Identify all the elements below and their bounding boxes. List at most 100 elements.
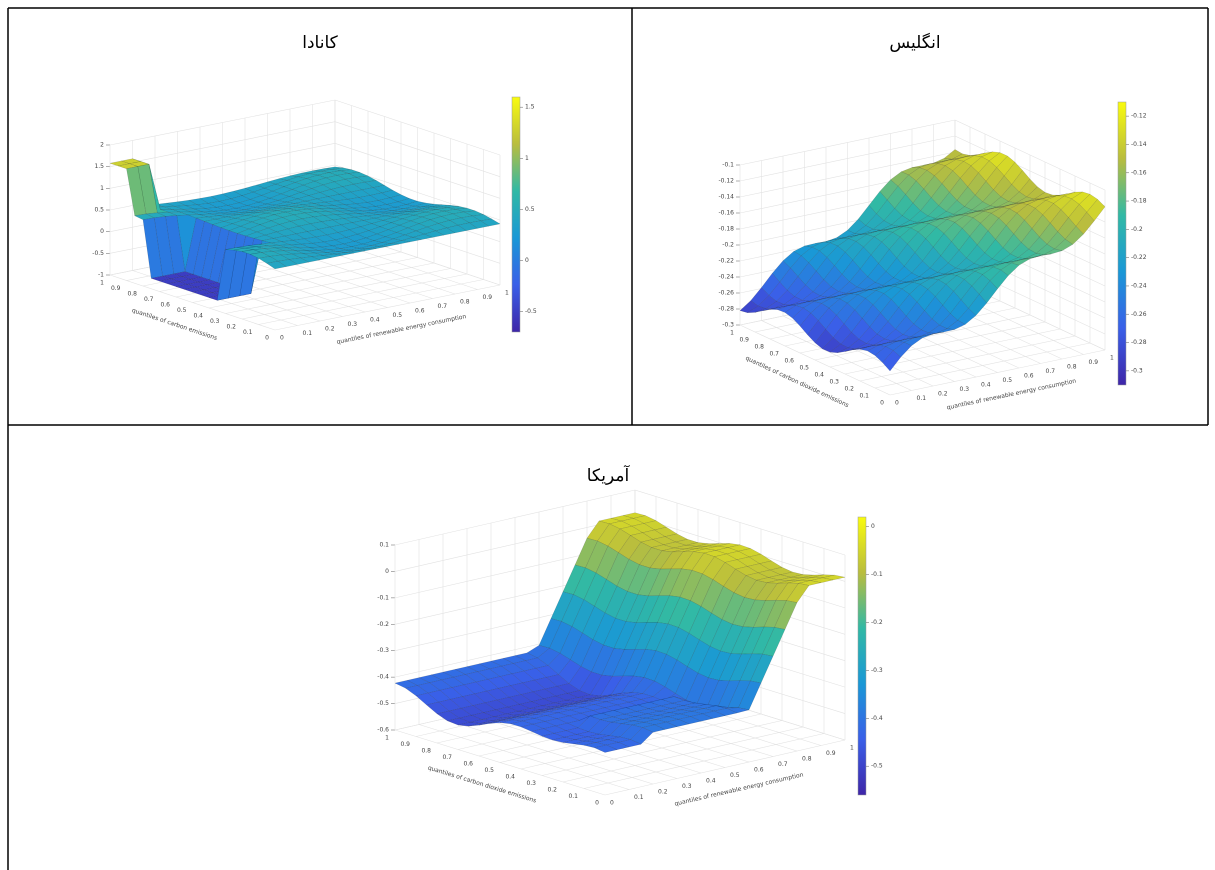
- cell-title: آمریکا: [587, 464, 631, 486]
- surface-patch: [1057, 217, 1077, 240]
- x-tick-label: 1: [385, 735, 389, 742]
- surface-patch: [1049, 209, 1069, 233]
- grid-line: [418, 724, 630, 790]
- z-tick-label: -0.2: [722, 242, 734, 249]
- surface-patch: [242, 216, 264, 223]
- z-tick-label: 1.5: [94, 163, 104, 170]
- y-tick-label: 1: [505, 290, 509, 297]
- x-tick-label: 0.8: [754, 344, 764, 351]
- surface-patch: [914, 333, 934, 339]
- y-tick-label: 0.1: [303, 330, 313, 337]
- colorbar-tick-label: 0.5: [525, 206, 535, 213]
- colorbar-tick-label: -0.28: [1131, 339, 1147, 346]
- surface-patch: [275, 247, 296, 251]
- colorbar: [1117, 101, 1127, 386]
- x-tick-label: 0.6: [784, 358, 794, 365]
- surface-patch: [251, 217, 272, 225]
- z-tick-label: -0.26: [718, 290, 734, 297]
- surface-patch: [824, 294, 844, 299]
- surface-patch: [401, 215, 423, 222]
- x-tick-label: 1: [730, 330, 734, 337]
- x-tick-label: 0: [265, 335, 269, 342]
- surface-patch: [325, 251, 346, 255]
- surface-patch: [1030, 197, 1050, 202]
- colorbar-tick-label: 0: [525, 257, 529, 264]
- cell-title: کانادا: [302, 33, 338, 53]
- surface-patch: [184, 217, 205, 275]
- x-tick-label: 0.6: [463, 761, 473, 768]
- grid-line: [442, 718, 654, 785]
- z-tick-label: -0.18: [718, 226, 734, 233]
- surface-patch: [434, 227, 456, 236]
- surface-patch: [253, 248, 273, 253]
- x-tick-label: 0.3: [210, 318, 220, 325]
- surface-patch: [233, 247, 254, 252]
- y-tick-label: 0.3: [682, 783, 692, 790]
- x-tick-label: 0: [595, 800, 599, 807]
- surface: [109, 158, 501, 301]
- z-tick-label: -0.3: [377, 647, 389, 654]
- x-tick-label: 0.7: [144, 296, 154, 303]
- z-tick-label: -0.28: [718, 306, 734, 313]
- z-tick-label: 1: [100, 185, 104, 192]
- x-tick-label: 0.9: [111, 285, 121, 292]
- surface-patch: [266, 261, 287, 270]
- x-tick-label: 0.5: [177, 307, 187, 314]
- y-tick-label: 0.7: [1046, 368, 1056, 375]
- surface-patch: [377, 197, 399, 205]
- x-tick-label: 0.5: [484, 767, 494, 774]
- colorbar-tick-label: -0.18: [1131, 198, 1147, 205]
- z-tick-label: -0.1: [377, 594, 389, 601]
- colorbar-tick-label: -0.4: [871, 715, 883, 722]
- surface-patch: [1000, 262, 1020, 276]
- surface-patch: [463, 210, 485, 217]
- surface-patch: [1013, 219, 1033, 243]
- colorbar: [857, 516, 867, 796]
- x-tick-label: 0.2: [844, 386, 854, 393]
- surface-patch: [418, 219, 440, 228]
- surface-patch: [769, 305, 789, 310]
- surface-patch: [653, 721, 678, 730]
- surface-patch: [263, 184, 285, 192]
- x-tick-label: 0.8: [127, 291, 137, 298]
- z-tick-label: -0.14: [718, 194, 734, 201]
- x-tick-label: 0.8: [421, 748, 431, 755]
- surface-patch: [1031, 214, 1051, 238]
- surface-patch: [157, 212, 177, 217]
- colorbar-tick-label: -0.3: [1131, 367, 1143, 374]
- surface-patch: [652, 686, 676, 702]
- y-tick-label: 0.8: [1067, 364, 1077, 371]
- surface-patch: [689, 713, 714, 722]
- surface-plot: -0.3 -0.28 -0.26 -0.24 -0.22 -0.2 -0.18 -0.16 -0…: [718, 101, 1147, 411]
- y-tick-label: 0: [895, 400, 899, 407]
- colorbar-tick-label: 1: [525, 155, 529, 162]
- x-tick-label: 0.7: [442, 754, 452, 761]
- surface-patch: [426, 223, 448, 232]
- colorbar-tick-label: -0.12: [1131, 113, 1147, 120]
- z-tick-label: -0.3: [722, 322, 734, 329]
- grid-line: [466, 713, 678, 779]
- surface-patch: [1016, 204, 1036, 221]
- x-tick-label: 0.1: [243, 329, 253, 336]
- colorbar-tick-label: -0.22: [1131, 254, 1147, 261]
- z-tick-label: 2: [100, 142, 104, 149]
- surface-patch: [328, 170, 349, 176]
- x-tick-label: 0.9: [400, 741, 410, 748]
- surface-patch: [726, 707, 750, 714]
- y-tick-label: 0.3: [960, 386, 970, 393]
- colorbar-tick-label: -0.24: [1131, 282, 1147, 289]
- surface-patch: [228, 245, 249, 299]
- surface-patch: [205, 207, 225, 212]
- z-tick-label: -0.4: [377, 674, 389, 681]
- surface-patch: [593, 744, 618, 753]
- surface-patch: [783, 296, 803, 306]
- surface-patch: [317, 172, 338, 179]
- surface-patch: [209, 227, 230, 283]
- y-tick-label: 0.5: [393, 312, 403, 319]
- surface-patch: [701, 710, 726, 719]
- y-tick-label: 0.6: [1024, 373, 1034, 380]
- y-tick-label: 0.3: [348, 321, 358, 328]
- surface-patch: [1033, 192, 1054, 200]
- surface-patch: [897, 280, 917, 285]
- x-axis-label: quantiles of carbon dioxide emissions: [427, 764, 537, 804]
